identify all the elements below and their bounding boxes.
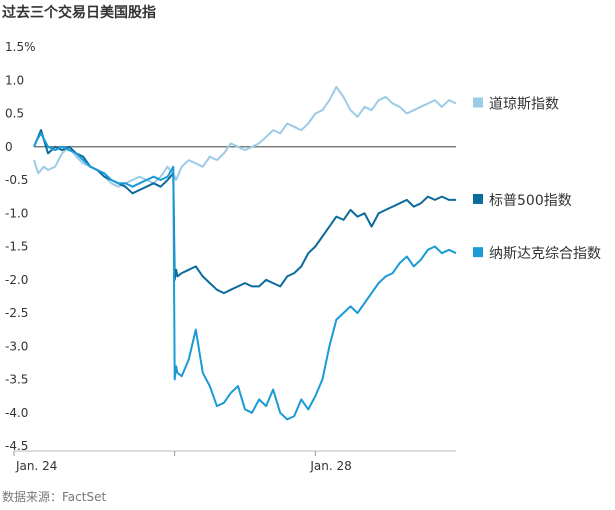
legend-swatch <box>473 97 483 108</box>
y-tick-label: 1.0 <box>5 73 24 87</box>
series-line <box>33 129 456 295</box>
legend-label: 标普500指数 <box>489 193 572 209</box>
legend-label: 道琼斯指数 <box>489 97 559 113</box>
y-tick-label: 1.5% <box>5 40 36 54</box>
legend-swatch <box>473 193 483 204</box>
x-tick-label: Jan. 28 <box>309 459 351 473</box>
source-note: 数据来源：FactSet <box>2 490 107 504</box>
legend-label: 纳斯达克综合指数 <box>489 246 601 262</box>
y-tick-label: -4.5 <box>5 439 28 453</box>
y-tick-label: 0 <box>5 140 13 154</box>
series-line <box>33 85 457 188</box>
x-tick-label: Jan. 24 <box>15 459 57 473</box>
legend-swatch <box>473 247 483 258</box>
series-lines <box>33 85 457 421</box>
y-axis-ticks: 1.5% 1.0 0.5 0 -0.5 -1.0 -1.5 -2.0 -2.5 -3.0 -3.5 -… <box>5 40 36 453</box>
y-tick-label: -1.5 <box>5 240 28 254</box>
y-tick-label: 0.5 <box>5 107 24 121</box>
y-tick-label: -2.5 <box>5 306 28 320</box>
y-tick-label: -3.0 <box>5 339 28 353</box>
y-tick-label: -1.0 <box>5 206 28 220</box>
y-tick-label: -0.5 <box>5 173 28 187</box>
chart-title: 过去三个交易日美国股指 <box>2 5 156 21</box>
y-tick-label: -3.5 <box>5 373 28 387</box>
y-tick-label: -2.0 <box>5 273 28 287</box>
series-line <box>33 132 457 421</box>
x-axis-ticks: Jan. 24 Jan. 28 <box>13 451 352 473</box>
y-tick-label: -4.0 <box>5 406 28 420</box>
